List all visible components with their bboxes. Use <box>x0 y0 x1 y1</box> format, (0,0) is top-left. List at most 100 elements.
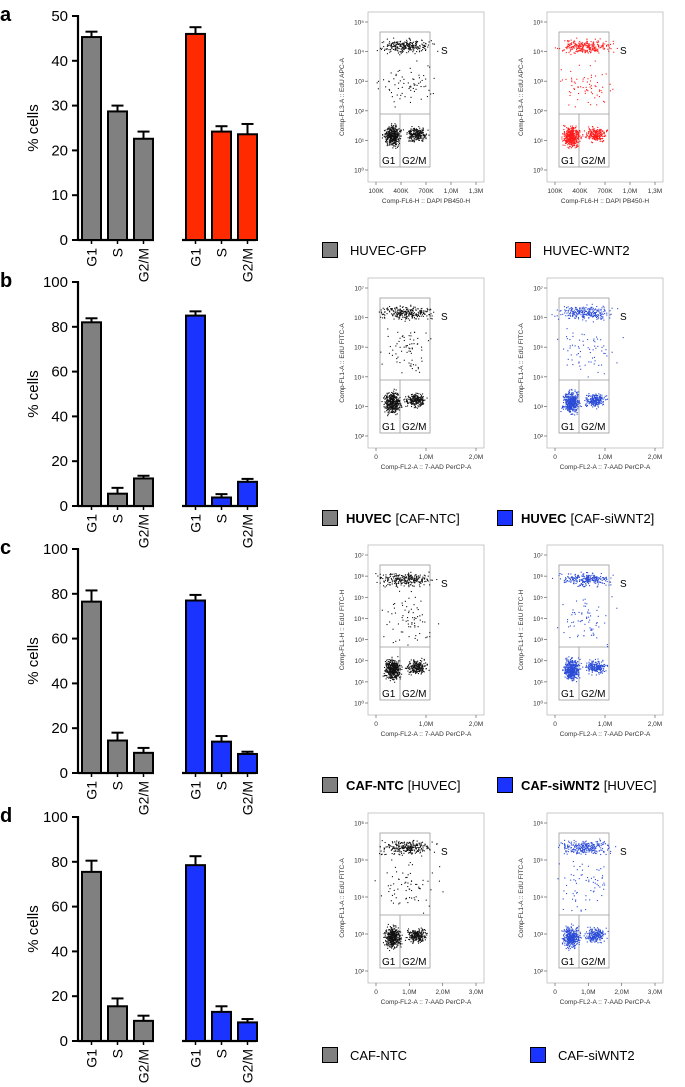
scatter-point <box>568 409 570 411</box>
scatter-point <box>390 140 392 142</box>
scatter-point <box>577 145 579 147</box>
scatter-point <box>410 401 412 403</box>
scatter-point <box>399 44 401 46</box>
scatter-point <box>385 86 387 88</box>
scatter-point <box>422 315 424 317</box>
scatter-point <box>586 397 588 399</box>
scatter-point <box>573 314 575 316</box>
scatter-point <box>415 133 417 135</box>
scatter-point <box>385 664 387 666</box>
scatter-point <box>389 680 391 682</box>
scatter-point <box>407 395 409 397</box>
scatter-point <box>580 137 582 139</box>
scatter-point <box>398 669 400 671</box>
scatter-point <box>574 398 576 400</box>
scatter-point <box>408 664 410 666</box>
scatter-point <box>574 82 576 84</box>
scatter-point <box>603 135 605 137</box>
scatter-point <box>570 47 572 49</box>
scatter-point <box>396 678 398 680</box>
scatter-point <box>596 397 598 399</box>
scatter-point <box>406 41 408 43</box>
scatter-point <box>392 670 394 672</box>
scatter-point <box>394 47 396 49</box>
scatter-point <box>577 311 579 313</box>
scatter-point <box>416 136 418 138</box>
scatter-point <box>564 144 566 146</box>
scatter-point <box>422 127 424 129</box>
scatter-point <box>403 309 405 311</box>
scatter-point <box>591 43 593 45</box>
scatter-point <box>385 577 387 579</box>
scatter-point <box>432 43 434 45</box>
scatter-point <box>423 138 425 140</box>
scatter-point <box>582 313 584 315</box>
scatter-point <box>591 45 593 47</box>
scatter-point <box>400 405 402 407</box>
scatter-point <box>399 314 401 316</box>
scatter-point <box>408 313 410 315</box>
scatter-point <box>412 130 414 132</box>
bar <box>133 137 154 241</box>
scatter-point <box>566 336 568 338</box>
scatter-point <box>399 98 401 100</box>
scatter-point <box>394 123 396 125</box>
y-axis-label: Comp-FL1-A :: EdU FITC-A <box>518 323 525 403</box>
scatter-point <box>386 394 388 396</box>
scatter-point <box>564 406 566 408</box>
scatter-point <box>417 136 419 138</box>
scatter-point <box>382 317 384 319</box>
scatter-point <box>416 402 418 404</box>
scatter-point <box>568 401 570 403</box>
scatter-point <box>596 82 598 84</box>
scatter-point <box>419 402 421 404</box>
scatter-point <box>410 663 412 665</box>
scatter-point <box>387 401 389 403</box>
scatter-point <box>421 395 423 397</box>
scatter-point <box>601 130 603 132</box>
scatter-point <box>386 397 388 399</box>
scatter-point <box>396 132 398 134</box>
scatter-point <box>593 41 595 43</box>
scatter-point <box>397 41 399 43</box>
scatter-point <box>404 320 406 322</box>
scatter-point <box>568 47 570 49</box>
y-tick-label: 60 <box>51 631 68 648</box>
scatter-point <box>563 348 565 350</box>
scatter-point <box>407 580 409 582</box>
scatter-point <box>587 131 589 133</box>
scatter-point <box>387 44 389 46</box>
scatter-point <box>394 402 396 404</box>
scatter-point <box>394 676 396 678</box>
scatter-point <box>598 397 600 399</box>
scatter-point <box>418 401 420 403</box>
scatter-point <box>596 403 598 405</box>
scatter-point <box>391 308 393 310</box>
scatter-point <box>416 51 418 53</box>
scatter-point <box>411 403 413 405</box>
scatter-point <box>407 308 409 310</box>
scatter-point <box>593 137 595 139</box>
scatter-point <box>395 407 397 409</box>
scatter-point <box>417 395 419 397</box>
scatter-point <box>387 668 389 670</box>
y-tick-label: 10¹ <box>355 138 365 145</box>
scatter-point <box>572 41 574 43</box>
scatter-point <box>582 310 584 312</box>
scatter-point <box>382 574 384 576</box>
scatter-point <box>414 130 416 132</box>
scatter-point <box>409 140 411 142</box>
scatter-point <box>407 402 409 404</box>
scatter-point <box>577 134 579 136</box>
scatter-point <box>379 582 381 584</box>
scatter-point <box>422 44 424 46</box>
x-tick-label: S <box>214 248 230 257</box>
scatter-point <box>585 404 587 406</box>
scatter-point <box>598 393 600 395</box>
scatter-point <box>414 582 416 584</box>
scatter-point <box>390 673 392 675</box>
scatter-point <box>399 54 401 56</box>
scatter-point <box>584 313 586 315</box>
scatter-point <box>587 395 589 397</box>
scatter-point <box>399 400 401 402</box>
